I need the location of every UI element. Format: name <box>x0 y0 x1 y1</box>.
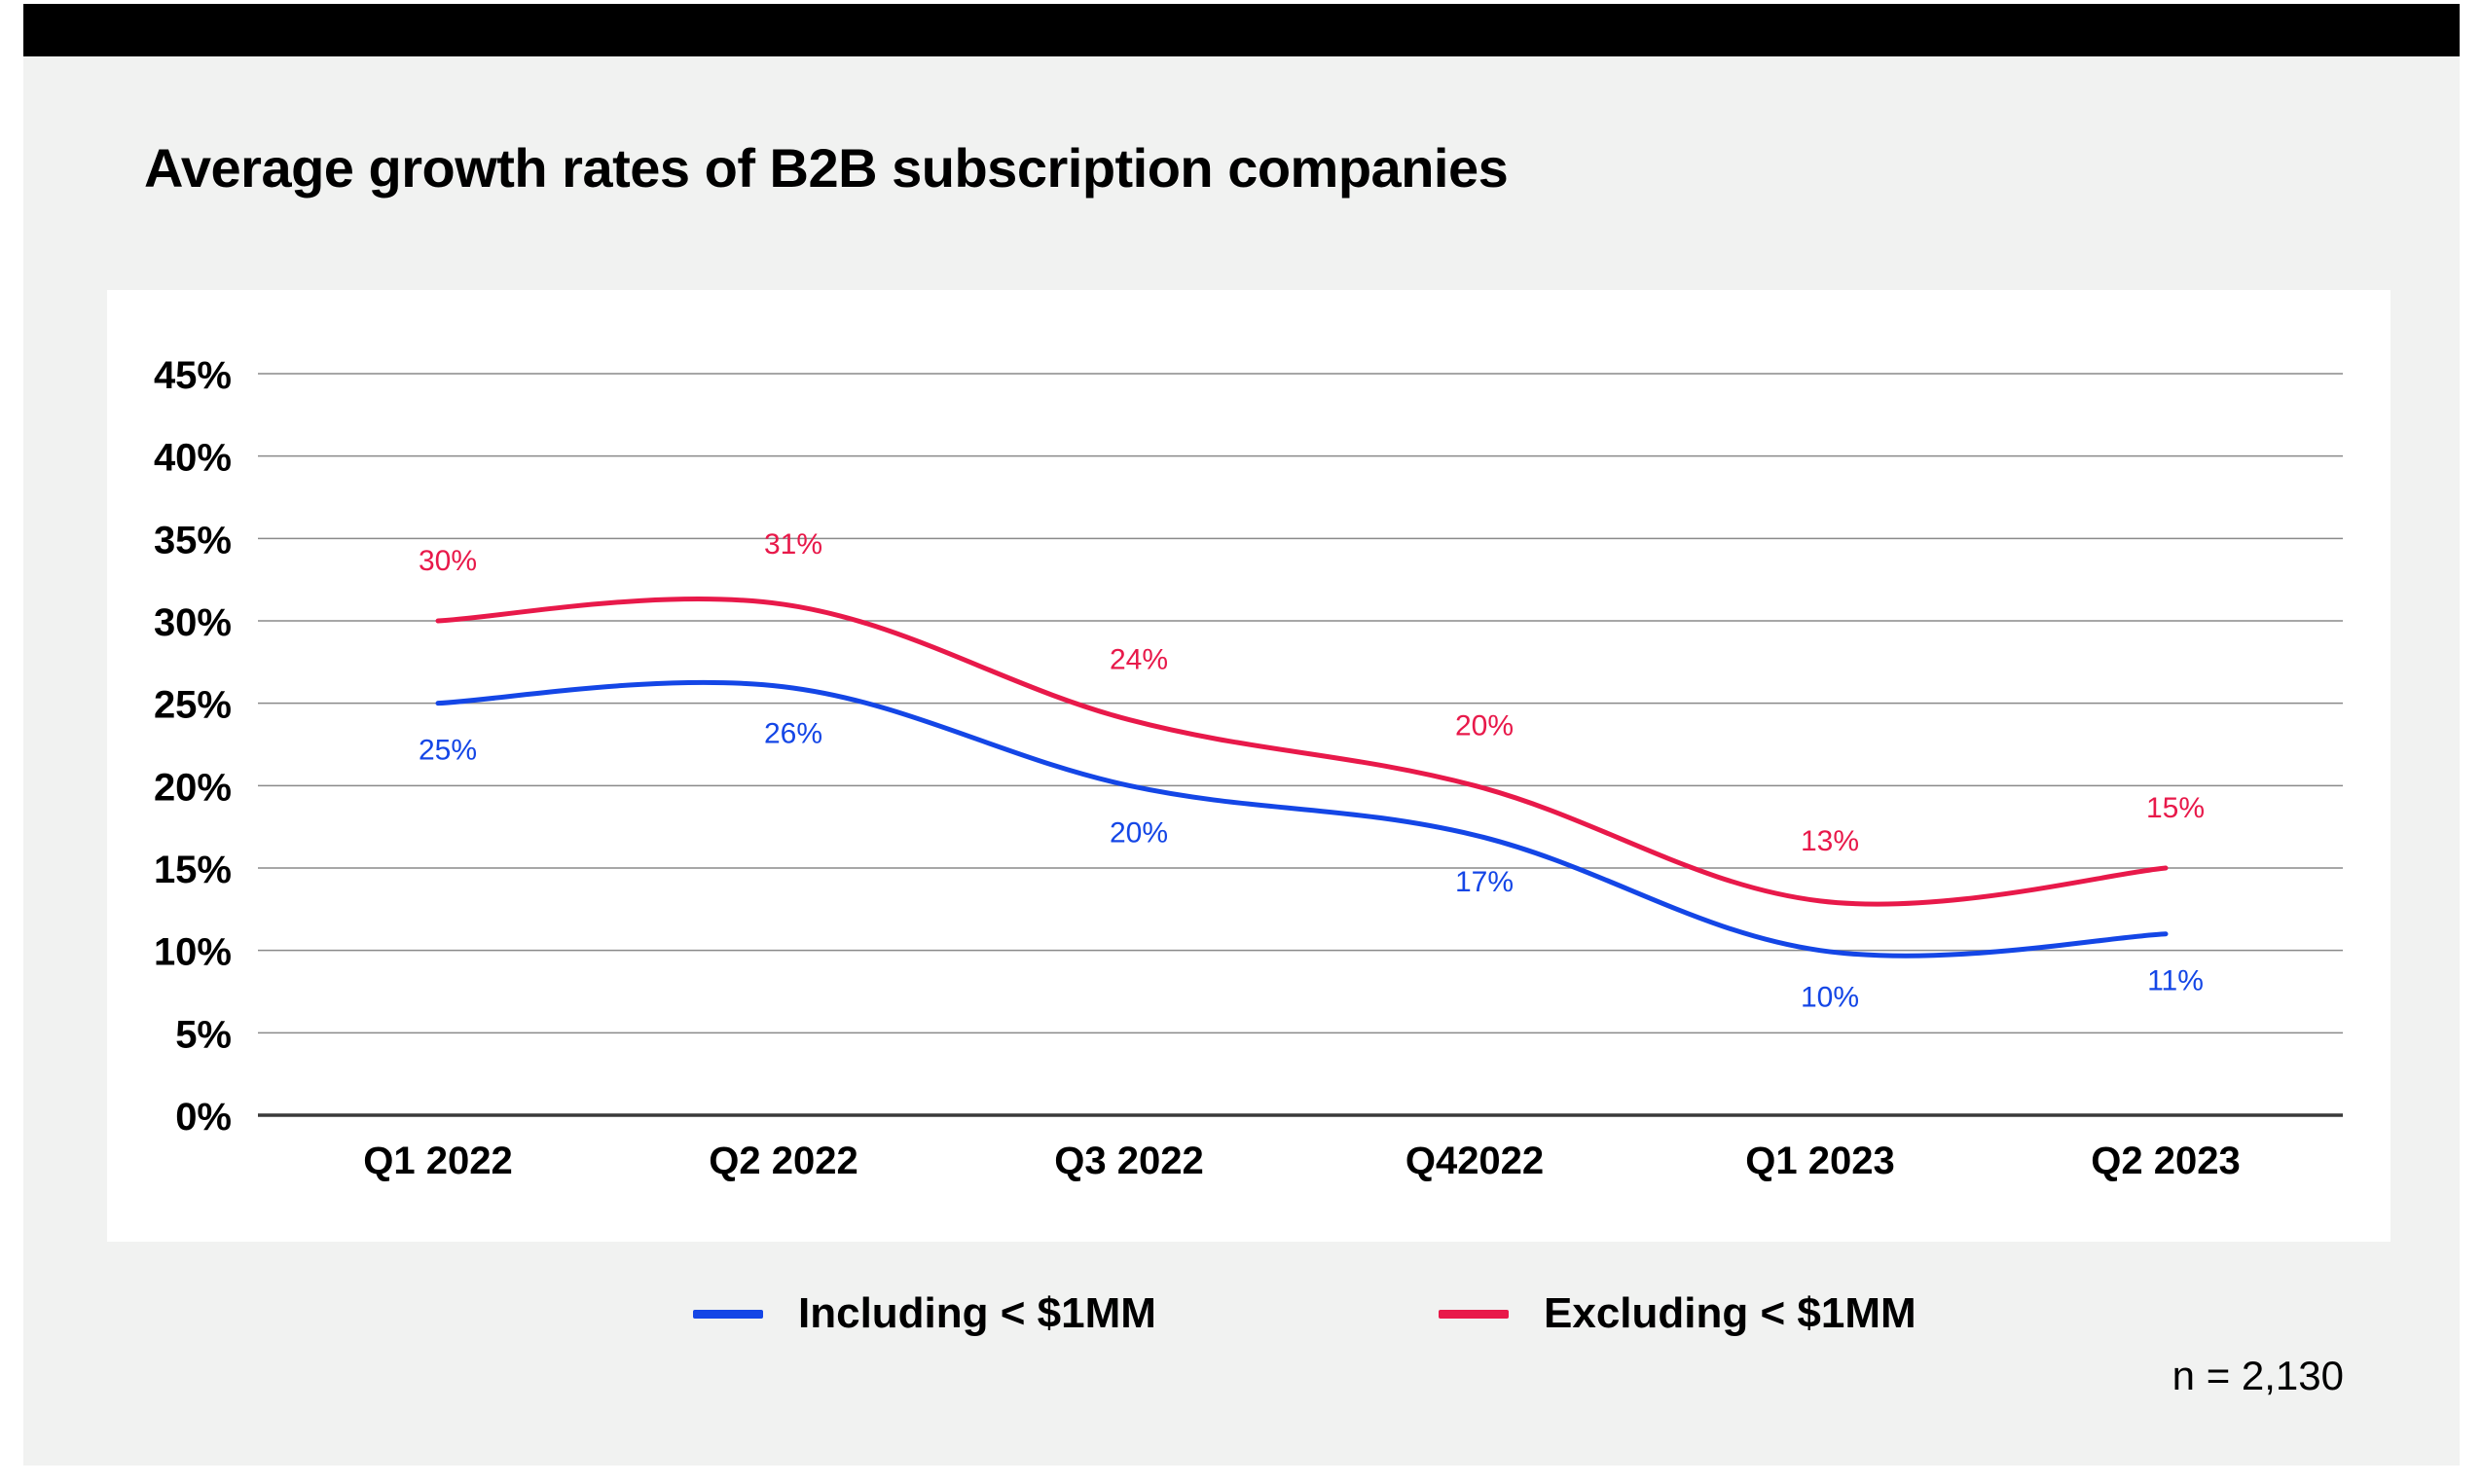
y-tick-label: 5% <box>175 1013 232 1056</box>
y-tick-label: 30% <box>154 601 232 644</box>
data-label: 20% <box>1455 709 1514 742</box>
legend: Including < $1MM Excluding < $1MM <box>0 1275 2482 1353</box>
data-label: 30% <box>419 545 477 577</box>
data-label: 26% <box>764 718 822 750</box>
x-tick-label: Q2 2022 <box>709 1140 858 1182</box>
y-tick-label: 25% <box>154 684 232 727</box>
legend-swatch-including <box>693 1309 763 1319</box>
legend-item-excluding: Excluding < $1MM <box>1439 1275 1916 1353</box>
series-line-including <box>435 679 2169 959</box>
x-tick-label: Q1 2023 <box>1745 1140 1894 1182</box>
sample-size-note: n = 2,130 <box>2172 1353 2344 1398</box>
legend-item-including: Including < $1MM <box>693 1275 1156 1353</box>
y-tick-label: 35% <box>154 519 232 561</box>
data-label: 13% <box>1801 825 1859 857</box>
y-tick-label: 45% <box>154 354 232 397</box>
x-tick-label: Q3 2022 <box>1054 1140 1203 1182</box>
line-chart: 0% 5% 10% 15% 20% 25% 30% 35% 40% 45% Q1 2022 Q2 20… <box>154 354 2343 1182</box>
data-label: 25% <box>419 735 477 767</box>
top-bar <box>23 4 2460 56</box>
y-tick-label: 15% <box>154 849 232 891</box>
y-tick-label: 20% <box>154 766 232 809</box>
data-label: 31% <box>764 528 822 561</box>
legend-swatch-excluding <box>1439 1309 1509 1319</box>
y-tick-label: 40% <box>154 437 232 480</box>
y-tick-label: 10% <box>154 931 232 974</box>
data-label: 10% <box>1801 982 1859 1014</box>
data-label: 20% <box>1110 816 1168 849</box>
data-label: 17% <box>1455 866 1514 898</box>
chart-card: 0% 5% 10% 15% 20% 25% 30% 35% 40% 45% Q1 2022 Q2 20… <box>107 290 2391 1242</box>
x-tick-label: Q42022 <box>1405 1140 1544 1182</box>
x-tick-label: Q1 2022 <box>363 1140 512 1182</box>
data-label: 15% <box>2146 792 2205 824</box>
data-label: 11% <box>2147 965 2204 997</box>
legend-label-including: Including < $1MM <box>798 1289 1156 1337</box>
data-label: 24% <box>1110 644 1168 676</box>
chart-title: Average growth rates of B2B subscription… <box>144 137 1509 199</box>
legend-label-excluding: Excluding < $1MM <box>1544 1289 1916 1337</box>
x-tick-label: Q2 2023 <box>2091 1140 2240 1182</box>
y-tick-label: 0% <box>175 1096 232 1139</box>
series-line-excluding <box>435 596 2169 907</box>
